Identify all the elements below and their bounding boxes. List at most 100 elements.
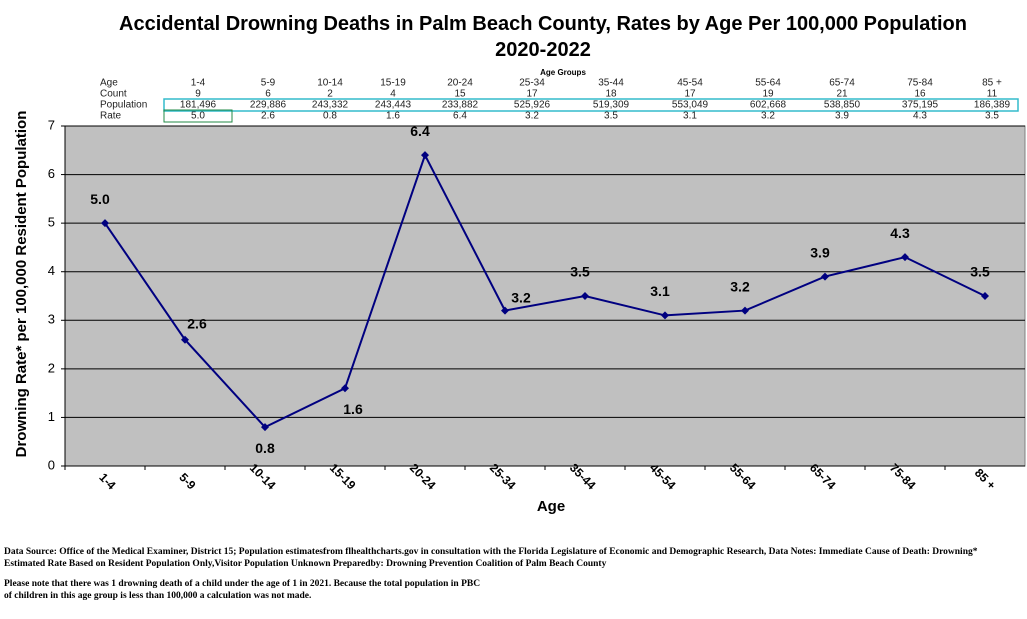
- table-cell: 3.5: [604, 111, 618, 122]
- table-cell: 375,195: [902, 100, 939, 111]
- table-cell: 16: [914, 89, 926, 100]
- table-cell: 181,496: [180, 100, 217, 111]
- data-label: 3.1: [650, 283, 670, 299]
- data-point: [101, 219, 109, 228]
- y-tick-label: 7: [48, 117, 55, 132]
- table-cell: 1.6: [386, 111, 400, 122]
- data-point: [261, 423, 269, 432]
- note: Please note that there was 1 drowning de…: [4, 579, 481, 589]
- table-cell: 243,443: [375, 100, 412, 111]
- y-tick-label: 3: [48, 312, 55, 327]
- y-tick-label: 5: [48, 215, 55, 230]
- data-label: 3.2: [511, 289, 531, 305]
- table-title: Age Groups: [540, 68, 586, 77]
- y-tick-label: 2: [48, 360, 55, 375]
- x-tick-label: 1-4: [96, 470, 118, 492]
- data-label: 4.3: [890, 225, 910, 241]
- table-cell: 19: [762, 89, 774, 100]
- y-tick-label: 0: [48, 457, 55, 472]
- data-point: [501, 306, 509, 315]
- data-label: 3.9: [810, 244, 830, 260]
- data-label: 1.6: [343, 401, 363, 417]
- table-cell: 4: [390, 89, 396, 100]
- table-cell: 75-84: [907, 78, 933, 89]
- x-axis-label: Age: [537, 498, 565, 515]
- table-row-header: Population: [100, 100, 147, 111]
- table-cell: 243,332: [312, 100, 349, 111]
- table-row-header: Count: [100, 89, 127, 100]
- table-cell: 21: [836, 89, 848, 100]
- table-cell: 3.5: [985, 111, 999, 122]
- data-point: [421, 151, 429, 160]
- data-label: 2.6: [187, 315, 207, 331]
- table-cell: 1-4: [191, 78, 206, 89]
- table-highlight: [163, 109, 233, 123]
- table-cell: 3.1: [683, 111, 697, 122]
- table-row-header: Rate: [100, 111, 122, 122]
- data-point: [901, 253, 909, 262]
- table-cell: 525,926: [514, 100, 551, 111]
- table-cell: 553,049: [672, 100, 709, 111]
- table-cell: 0.8: [323, 111, 337, 122]
- table-cell: 233,882: [442, 100, 479, 111]
- table-cell: 45-54: [677, 78, 703, 89]
- data-point: [741, 306, 749, 315]
- data-point: [581, 292, 589, 300]
- x-tick-label: 5-9: [176, 470, 198, 492]
- table-cell: 17: [684, 89, 696, 100]
- table-cell: 10-14: [317, 78, 343, 89]
- plot-area: [64, 125, 1026, 467]
- data-line: [104, 152, 986, 429]
- table-cell: 4.3: [913, 111, 927, 122]
- table-cell: 6.4: [453, 111, 467, 122]
- table-cell: 15-19: [380, 78, 406, 89]
- table-cell: 17: [526, 89, 538, 100]
- data-label: 6.4: [410, 123, 430, 139]
- table-cell: 2.6: [261, 111, 275, 122]
- table-cell: 538,850: [824, 100, 861, 111]
- y-axis-label: Drowning Rate* per 100,000 Resident Popu…: [13, 111, 30, 458]
- table-cell: 9: [195, 89, 201, 100]
- table-cell: 229,886: [250, 100, 287, 111]
- table-cell: 25-34: [519, 78, 545, 89]
- table-cell: 5-9: [261, 78, 276, 89]
- data-point: [981, 292, 989, 300]
- data-point: [661, 311, 669, 320]
- table-cell: 3.2: [761, 111, 775, 122]
- table-cell: 85 +: [982, 78, 1002, 89]
- table-row-header: Age: [100, 78, 118, 89]
- table-cell: 519,309: [593, 100, 630, 111]
- chart-title: Accidental Drowning Deaths in Palm Beach…: [119, 13, 967, 61]
- y-tick-label: 6: [48, 166, 55, 181]
- table-cell: 6: [265, 89, 271, 100]
- table-cell: 602,668: [750, 100, 787, 111]
- data-label: 3.5: [570, 264, 590, 280]
- y-tick-label: 1: [48, 409, 55, 424]
- data-point: [181, 335, 189, 344]
- table-cell: 3.2: [525, 111, 539, 122]
- table-cell: 3.9: [835, 111, 849, 122]
- source-note: Data Source: Office of the Medical Exami…: [4, 547, 978, 569]
- x-tick-label: 85 +: [972, 466, 999, 493]
- table-cell: 35-44: [598, 78, 624, 89]
- table-cell: 186,389: [974, 100, 1011, 111]
- y-tick-label: 4: [48, 263, 55, 278]
- table-cell: 20-24: [447, 78, 473, 89]
- data-label: 0.8: [255, 440, 275, 456]
- table-highlight: [163, 98, 1019, 112]
- note: of children in this age group is less th…: [4, 591, 312, 601]
- table-cell: 15: [454, 89, 466, 100]
- data-point: [341, 384, 349, 393]
- table-cell: 55-64: [755, 78, 781, 89]
- table-cell: 5.0: [191, 111, 205, 122]
- data-point: [821, 272, 829, 281]
- table-cell: 2: [327, 89, 333, 100]
- table-cell: 65-74: [829, 78, 855, 89]
- table-cell: 18: [605, 89, 617, 100]
- data-label: 3.2: [730, 278, 750, 294]
- table-cell: 11: [987, 89, 998, 100]
- data-label: 5.0: [90, 191, 110, 207]
- data-label: 3.5: [970, 264, 990, 280]
